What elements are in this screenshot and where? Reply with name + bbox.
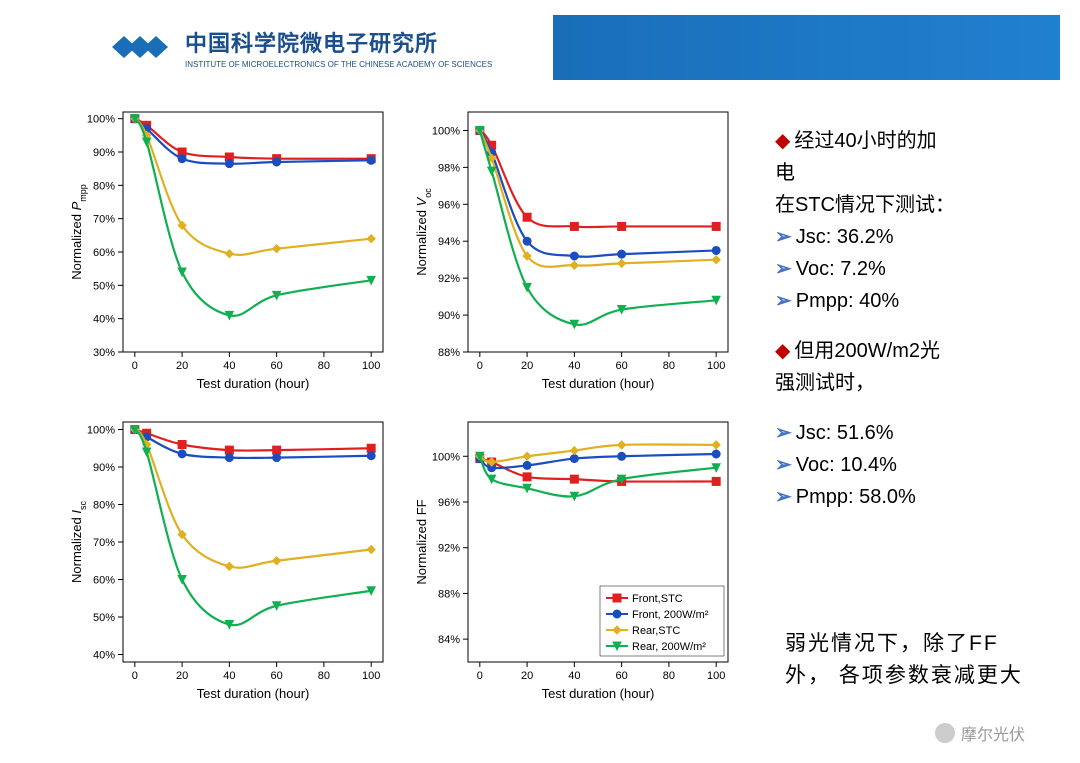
svg-text:50%: 50%: [93, 612, 115, 624]
svg-text:0: 0: [132, 360, 138, 372]
arrow-icon: ➢: [775, 417, 792, 449]
chart-pmpp: 0 20 40 60 80 100 30% 40% 50% 60% 70% 80% 90% 100% Tes…: [65, 100, 395, 400]
svg-text:40: 40: [568, 360, 580, 372]
svg-text:90%: 90%: [438, 310, 460, 322]
institute-title: 中国科学院微电子研究所: [185, 26, 492, 58]
svg-text:20: 20: [176, 670, 188, 682]
svg-text:90%: 90%: [93, 462, 115, 474]
notes-panel: ◆经过40小时的加 电 在STC情况下测试： ➢Jsc: 36.2% ➢Voc:…: [775, 125, 1045, 513]
svg-text:Rear,STC: Rear,STC: [632, 625, 680, 637]
svg-text:40: 40: [223, 360, 235, 372]
svg-text:92%: 92%: [438, 273, 460, 285]
note-heading-2: ◆但用200W/m2光: [775, 335, 1045, 367]
note-voc-2: ➢Voc: 10.4%: [775, 449, 1045, 481]
svg-text:40: 40: [568, 670, 580, 682]
note-line: 强测试时，: [775, 367, 1045, 399]
svg-text:100%: 100%: [87, 425, 115, 437]
diamond-icon: ◆: [775, 125, 790, 157]
chart-isc: 0 20 40 60 80 100 40% 50% 60% 70% 80% 90% 100% Test d…: [65, 410, 395, 710]
svg-text:96%: 96%: [438, 497, 460, 509]
svg-text:80%: 80%: [93, 180, 115, 192]
arrow-icon: ➢: [775, 221, 792, 253]
note-line: 电: [775, 157, 1045, 189]
arrow-icon: ➢: [775, 285, 792, 317]
svg-text:60%: 60%: [93, 247, 115, 259]
svg-text:Normalized Pmpp: Normalized Pmpp: [69, 184, 88, 280]
svg-text:Rear, 200W/m²: Rear, 200W/m²: [632, 641, 706, 653]
svg-text:0: 0: [477, 670, 483, 682]
svg-text:Test duration (hour): Test duration (hour): [542, 686, 655, 701]
arrow-icon: ➢: [775, 253, 792, 285]
svg-text:30%: 30%: [93, 347, 115, 359]
svg-text:Normalized FF: Normalized FF: [414, 499, 429, 584]
svg-text:Test duration (hour): Test duration (hour): [197, 376, 310, 391]
svg-text:20: 20: [521, 360, 533, 372]
arrow-icon: ➢: [775, 481, 792, 513]
svg-text:100: 100: [362, 670, 380, 682]
note-pmpp-2: ➢Pmpp: 58.0%: [775, 481, 1045, 513]
note-heading-1: ◆经过40小时的加: [775, 125, 1045, 157]
svg-text:92%: 92%: [438, 543, 460, 555]
svg-text:80: 80: [318, 360, 330, 372]
svg-text:0: 0: [477, 360, 483, 372]
wechat-icon: [935, 723, 955, 743]
svg-text:100%: 100%: [432, 451, 460, 463]
svg-text:100%: 100%: [87, 114, 115, 126]
svg-text:70%: 70%: [93, 537, 115, 549]
svg-text:80%: 80%: [93, 500, 115, 512]
note-pmpp-1: ➢Pmpp: 40%: [775, 285, 1045, 317]
svg-text:Normalized Voc: Normalized Voc: [414, 188, 433, 276]
svg-text:50%: 50%: [93, 280, 115, 292]
logo-icon: [110, 30, 170, 65]
slide-page: 中国科学院微电子研究所 INSTITUTE OF MICROELECTRONIC…: [0, 0, 1080, 763]
arrow-icon: ➢: [775, 449, 792, 481]
svg-text:20: 20: [521, 670, 533, 682]
svg-text:100: 100: [707, 670, 725, 682]
svg-text:40: 40: [223, 670, 235, 682]
svg-text:20: 20: [176, 360, 188, 372]
svg-text:100: 100: [362, 360, 380, 372]
watermark: 摩尔光伏: [935, 721, 1025, 745]
svg-text:100: 100: [707, 360, 725, 372]
chart-voc: 0 20 40 60 80 100 88% 90% 92% 94% 96% 98% 100% Test d…: [410, 100, 740, 400]
chart-ff: 0 20 40 60 80 100 84% 88% 92% 96% 100% Test duratio…: [410, 410, 740, 710]
svg-text:Normalized Isc: Normalized Isc: [69, 501, 88, 583]
watermark-label: 摩尔光伏: [961, 721, 1025, 745]
svg-text:60%: 60%: [93, 575, 115, 587]
note-voc-1: ➢Voc: 7.2%: [775, 253, 1045, 285]
svg-text:Front,STC: Front,STC: [632, 593, 683, 605]
svg-text:40%: 40%: [93, 650, 115, 662]
svg-text:88%: 88%: [438, 347, 460, 359]
conclusion-text: 弱光情况下，除了FF外， 各项参数衰减更大: [785, 628, 1040, 693]
svg-text:60: 60: [616, 670, 628, 682]
svg-text:90%: 90%: [93, 147, 115, 159]
svg-text:96%: 96%: [438, 199, 460, 211]
svg-text:80: 80: [663, 670, 675, 682]
svg-text:80: 80: [318, 670, 330, 682]
svg-text:88%: 88%: [438, 588, 460, 600]
svg-text:60: 60: [271, 360, 283, 372]
svg-text:70%: 70%: [93, 214, 115, 226]
svg-text:80: 80: [663, 360, 675, 372]
svg-text:Front, 200W/m²: Front, 200W/m²: [632, 609, 709, 621]
svg-text:60: 60: [616, 360, 628, 372]
svg-text:40%: 40%: [93, 314, 115, 326]
svg-text:100%: 100%: [432, 125, 460, 137]
svg-text:Test duration (hour): Test duration (hour): [542, 376, 655, 391]
svg-text:84%: 84%: [438, 634, 460, 646]
svg-text:60: 60: [271, 670, 283, 682]
svg-text:0: 0: [132, 670, 138, 682]
svg-text:Test duration (hour): Test duration (hour): [197, 686, 310, 701]
institute-logo: 中国科学院微电子研究所 INSTITUTE OF MICROELECTRONIC…: [85, 26, 492, 69]
svg-text:94%: 94%: [438, 236, 460, 248]
note-jsc-1: ➢Jsc: 36.2%: [775, 221, 1045, 253]
header-banner: 中国科学院微电子研究所 INSTITUTE OF MICROELECTRONIC…: [85, 15, 1060, 80]
diamond-icon: ◆: [775, 335, 790, 367]
note-jsc-2: ➢Jsc: 51.6%: [775, 417, 1045, 449]
svg-text:98%: 98%: [438, 162, 460, 174]
institute-subtitle: INSTITUTE OF MICROELECTRONICS OF THE CHI…: [185, 60, 492, 69]
note-line: 在STC情况下测试：: [775, 189, 1045, 221]
charts-grid: 0 20 40 60 80 100 30% 40% 50% 60% 70% 80% 90% 100% Tes…: [65, 100, 745, 720]
